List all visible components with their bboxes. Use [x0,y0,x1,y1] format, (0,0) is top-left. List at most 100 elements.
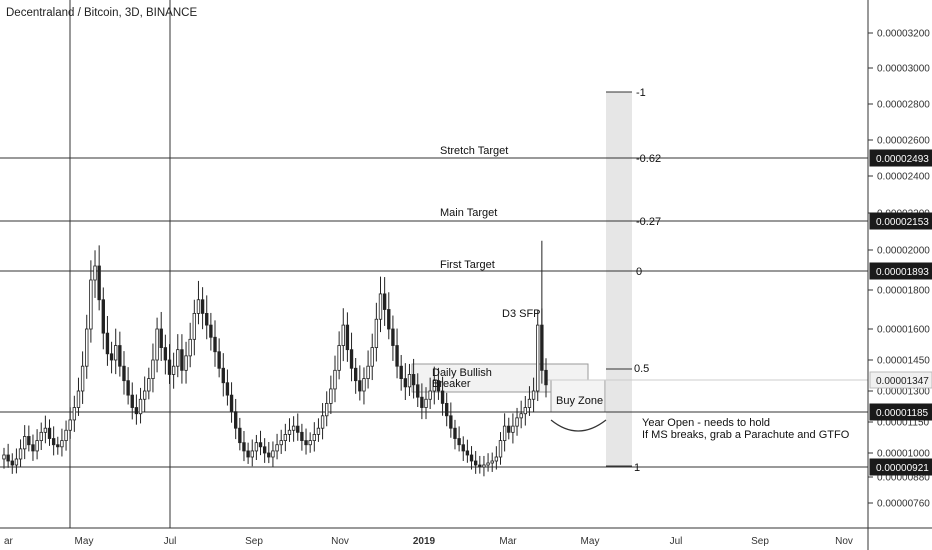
y-tick-label: 0.00001450 [877,356,930,367]
candle-down [167,359,172,375]
candle-down [109,353,114,361]
candle-up [511,425,515,433]
candle-up [515,417,519,427]
candle-up [72,407,77,421]
candle-up [35,440,39,452]
breaker-label-line1: Daily Bullish [432,367,492,379]
candle-up [341,324,345,346]
candle-up [254,442,259,452]
x-axis-label: Jul [164,536,177,547]
candle-up [407,374,412,388]
candle-up [432,380,436,392]
candle-down [445,402,449,417]
candle-down [51,438,56,446]
candle-up [23,436,27,450]
candle-down [258,442,263,448]
x-axis-label: Nov [331,536,349,547]
candle-up [76,390,81,408]
x-axis-labels: ar May Jul Sep Nov 2019 Mar May Jul Sep Nov [4,536,853,547]
candle-up [196,299,201,314]
candle-up [18,448,23,460]
candle-down [27,436,31,446]
candle-down [234,411,238,429]
x-axis-label: May [581,536,600,547]
y-tick-label: 0.00002400 [877,172,930,183]
candle-down [31,444,35,452]
candle-up [308,440,312,446]
candle-down [10,460,14,466]
candle-down [304,440,308,446]
y-tick-label: 0.00002000 [877,246,930,257]
x-axis-label: May [75,536,94,547]
candle-down [449,415,453,429]
candle-down [391,328,395,346]
candle-down [403,378,408,388]
candle-up [114,345,118,361]
fib-label-neg062: -0.62 [636,153,661,165]
candle-down [382,293,387,310]
candle-up [316,427,321,435]
fib-label-1: 1 [634,462,640,474]
x-axis-label: Nov [835,536,853,547]
year-open-label-line1: Year Open - needs to hold [642,417,770,429]
y-tick-label: 0.00000760 [877,499,930,510]
candle-down [47,427,52,439]
candle-down [97,265,101,301]
candle-up [519,413,523,419]
price-label-text: 0.00000921 [876,463,929,474]
price-label-text: 0.00001347 [876,376,929,387]
candle-down [221,367,225,384]
candle-down [507,425,511,433]
x-axis-label: Mar [499,536,517,547]
buy-zone-label: Buy Zone [556,395,603,407]
vertical-markers [69,0,171,528]
price-label-text: 0.00002153 [876,217,929,228]
x-axis-label: Jul [670,536,683,547]
buy-zone-box [550,379,606,413]
candle-up [43,427,48,433]
main-target-label: Main Target [440,207,497,219]
candle-up [523,407,527,415]
y-tick-label: 0.00001150 [877,418,930,429]
candle-down [473,460,478,466]
support-curve [550,419,607,432]
candle-down [349,349,354,369]
candle-down [540,324,544,371]
candle-down [457,438,461,446]
candle-down [440,390,445,404]
price-label-text: 0.00001185 [876,408,929,419]
year-open-label-line2: If MS breaks, grab a Parachute and GTFO [642,429,850,441]
y-tick-label: 0.00000880 [877,473,930,484]
candle-down [478,464,482,468]
fib-ticks [606,91,632,467]
candle-up [283,433,288,441]
candle-down [118,345,122,367]
candle-down [416,384,420,398]
candle-down [6,454,10,462]
candle-up [155,328,159,361]
fib-label-neg1: -1 [636,87,646,99]
price-label-box [869,403,932,421]
y-tick-label: 0.00001300 [877,387,930,398]
candle-up [171,365,176,375]
candle-up [279,440,283,446]
candle-up [138,398,143,415]
candle-up [192,312,197,340]
fib-labels: -1 -0.62 -0.27 0 0.5 1 [634,87,661,474]
candle-down [213,336,217,353]
candle-down [130,394,134,408]
candle-up [424,398,428,408]
candle-up [250,450,254,458]
y-tick-label: 0.00001600 [877,325,930,336]
breaker-label-line2: Breaker [432,378,471,390]
candle-down [420,396,424,408]
candle-up [64,429,68,441]
candle-up [184,355,188,371]
candle-up [366,365,370,380]
candle-down [217,351,221,369]
price-labels: 0.00002493 0.00002153 0.00001893 0.00001347… [869,149,932,476]
candle-down [453,427,457,439]
candle-up [531,390,536,400]
candle-up [320,415,325,429]
